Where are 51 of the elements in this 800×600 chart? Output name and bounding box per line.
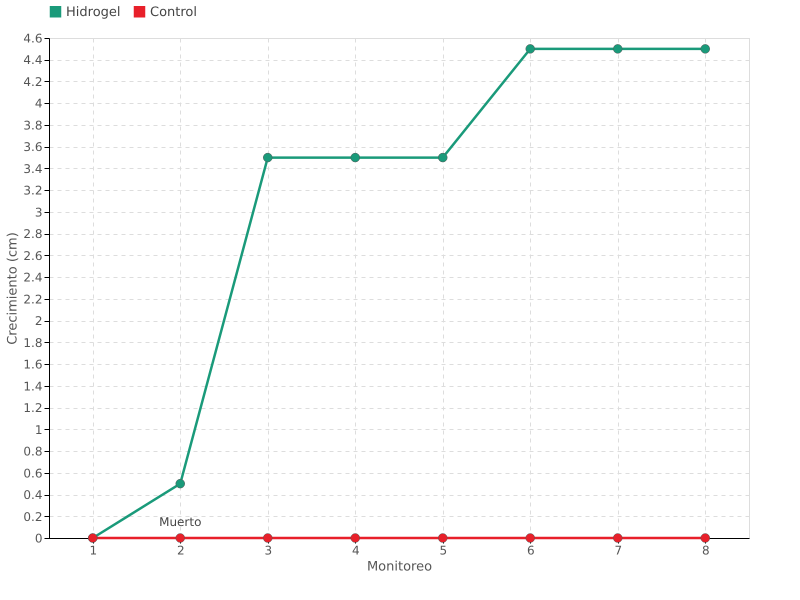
x-tick-label: 7 bbox=[614, 544, 622, 558]
point bbox=[350, 152, 360, 162]
y-tick-label: 1.2 bbox=[23, 401, 42, 416]
point bbox=[526, 44, 535, 54]
y-tick-label: 0.4 bbox=[23, 488, 42, 502]
x-tick-label: 6 bbox=[526, 544, 535, 558]
point bbox=[350, 533, 360, 543]
y-tick-label: 3.2 bbox=[23, 184, 42, 198]
point bbox=[700, 533, 710, 543]
legend-label: Hidrogel bbox=[66, 4, 121, 20]
point bbox=[613, 533, 622, 543]
y-tick-label: 3.4 bbox=[23, 162, 42, 176]
x-tick-label: 8 bbox=[702, 544, 710, 558]
y-tick-label: 1.4 bbox=[23, 379, 42, 394]
y-tick-label: 3 bbox=[34, 205, 42, 220]
point bbox=[438, 533, 448, 543]
point bbox=[263, 533, 272, 543]
y-axis-title: Crecimiento (cm) bbox=[5, 232, 20, 345]
y-tick-label: 4.2 bbox=[23, 74, 42, 89]
y-tick-label: 4.6 bbox=[23, 32, 42, 46]
y-tick-label: 4 bbox=[34, 96, 42, 111]
x-axis-title: Monitoreo bbox=[366, 560, 432, 574]
y-tick-label: 2.8 bbox=[23, 227, 42, 242]
x-tick-label: 2 bbox=[176, 544, 185, 558]
x-tick-label: 1 bbox=[89, 544, 98, 558]
x-tick-label: 4 bbox=[352, 544, 360, 558]
y-tick-label: 0 bbox=[34, 532, 42, 546]
y-tick-label: 2.6 bbox=[23, 248, 42, 263]
y-tick-label: 3.8 bbox=[23, 118, 42, 132]
x-tick-label: 5 bbox=[439, 544, 448, 558]
y-tick-label: 0.2 bbox=[23, 510, 42, 524]
x-tick-label: 3 bbox=[264, 544, 272, 558]
point bbox=[263, 152, 272, 162]
point bbox=[613, 44, 622, 54]
point bbox=[526, 533, 535, 543]
y-tick-label: 1.8 bbox=[23, 336, 42, 350]
y-tick-label: 0.6 bbox=[23, 466, 42, 480]
point bbox=[176, 478, 185, 488]
y-tick-label: 1.6 bbox=[23, 358, 42, 372]
y-tick-label: 2 bbox=[34, 314, 42, 328]
y-tick-label: 0.8 bbox=[23, 444, 42, 459]
y-tick-label: 3.6 bbox=[23, 140, 42, 154]
point bbox=[176, 533, 185, 543]
y-tick-label: 2.4 bbox=[23, 270, 42, 285]
point bbox=[700, 44, 710, 54]
y-tick-label: 4.4 bbox=[23, 53, 42, 68]
legend-label: Control bbox=[150, 4, 197, 20]
point bbox=[438, 152, 448, 162]
y-tick-label: 1 bbox=[34, 422, 42, 437]
annotation: Muerto bbox=[159, 515, 202, 529]
y-tick-label: 2.2 bbox=[23, 292, 42, 306]
